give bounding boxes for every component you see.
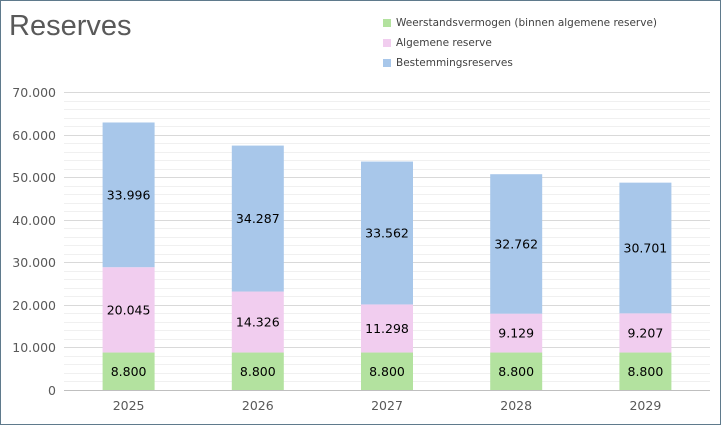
x-tick-label: 2028 <box>500 398 532 413</box>
bar-segment <box>619 182 672 314</box>
data-label: 14.326 <box>236 315 280 330</box>
legend-label-algemene-reserve: Algemene reserve <box>396 37 492 49</box>
bar-segment <box>231 145 284 292</box>
bar-segment <box>102 352 155 390</box>
bar-segment <box>490 313 543 353</box>
legend-item-algemene-reserve: Algemene reserve <box>383 33 657 53</box>
bar-segment <box>102 267 155 353</box>
data-label: 8.800 <box>240 364 276 379</box>
bar-segment <box>102 122 155 268</box>
bar-segment <box>361 161 413 305</box>
data-label: 8.800 <box>498 364 534 379</box>
y-tick-label: 60.000 <box>12 128 56 143</box>
chart-title: Reserves <box>9 10 132 42</box>
legend-swatch-weerstandsvermogen <box>383 19 391 27</box>
legend-swatch-bestemmingsreserves <box>383 59 391 67</box>
data-label: 8.800 <box>369 364 405 379</box>
legend: Weerstandsvermogen (binnen algemene rese… <box>383 13 657 73</box>
legend-item-weerstandsvermogen: Weerstandsvermogen (binnen algemene rese… <box>383 13 657 33</box>
legend-swatch-algemene-reserve <box>383 39 391 47</box>
x-tick-label: 2026 <box>242 398 274 413</box>
legend-item-bestemmingsreserves: Bestemmingsreserves <box>383 53 657 73</box>
y-tick-label: 20.000 <box>12 298 56 313</box>
x-tick-label: 2027 <box>371 398 403 413</box>
bar-segment <box>231 291 284 353</box>
y-tick-label: 30.000 <box>12 255 56 270</box>
data-label: 8.800 <box>111 364 147 379</box>
data-label: 34.287 <box>236 211 280 226</box>
bar-segment <box>361 352 413 390</box>
data-label: 33.996 <box>107 187 151 202</box>
y-tick-label: 40.000 <box>12 213 56 228</box>
bar-segment <box>490 174 543 314</box>
bar-segment <box>231 352 284 390</box>
data-label: 33.562 <box>365 226 409 241</box>
data-label: 30.701 <box>624 240 668 255</box>
legend-label-bestemmingsreserves: Bestemmingsreserves <box>396 57 513 69</box>
bar-segment <box>361 304 413 353</box>
data-label: 8.800 <box>628 364 664 379</box>
data-label: 20.045 <box>107 302 151 317</box>
legend-label-weerstandsvermogen: Weerstandsvermogen (binnen algemene rese… <box>396 17 658 29</box>
y-tick-label: 70.000 <box>12 85 56 100</box>
data-label: 9.129 <box>498 326 534 341</box>
bar-segment <box>619 313 672 353</box>
y-tick-label: 50.000 <box>12 170 56 185</box>
y-tick-label: 10.000 <box>12 340 56 355</box>
bar-segment <box>619 352 672 390</box>
data-label: 9.207 <box>628 325 664 340</box>
x-tick-label: 2029 <box>629 398 661 413</box>
x-tick-label: 2025 <box>113 398 145 413</box>
bar-segment <box>490 352 543 390</box>
y-tick-label: 0 <box>48 383 56 398</box>
data-label: 32.762 <box>494 236 538 251</box>
data-label: 11.298 <box>365 321 409 336</box>
